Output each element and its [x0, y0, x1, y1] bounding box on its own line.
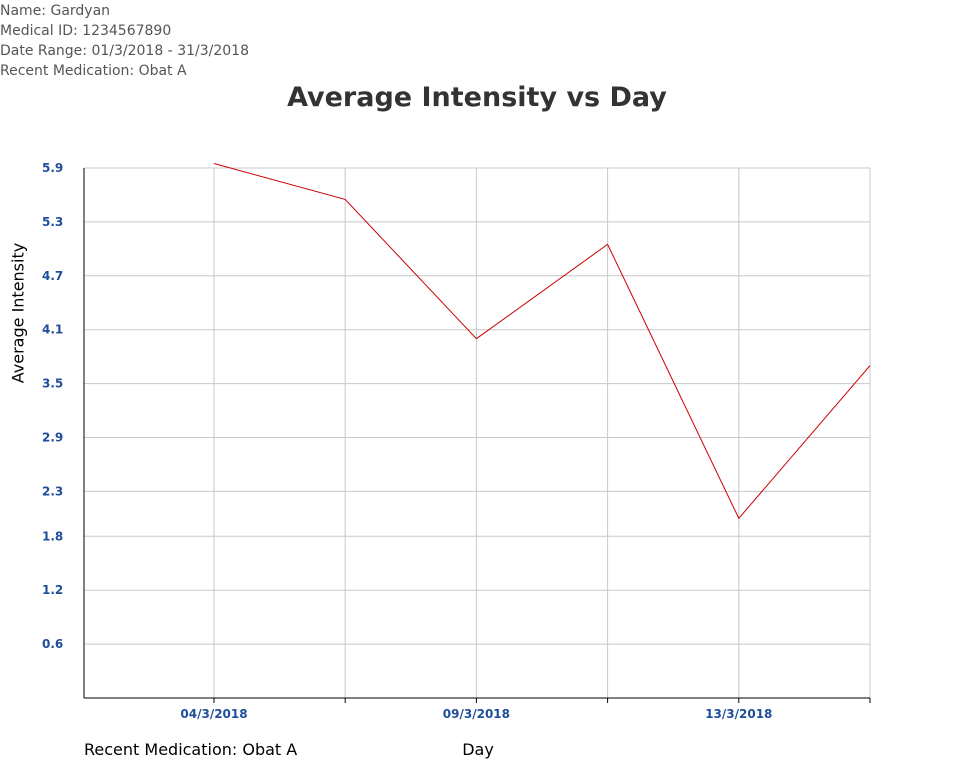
footer-medication: Recent Medication: Obat A — [84, 740, 298, 759]
recent-medication: Recent Medication: Obat A — [0, 63, 187, 79]
x-tick-label: 13/3/2018 — [705, 707, 772, 721]
y-tick-label: 5.9 — [42, 161, 63, 175]
x-tick-label: 04/3/2018 — [180, 707, 247, 721]
date-range: Date Range: 01/3/2018 - 31/3/2018 — [0, 43, 249, 59]
medical-id: Medical ID: 1234567890 — [0, 23, 172, 39]
x-tick-label: 09/3/2018 — [443, 707, 510, 721]
y-tick-label: 5.3 — [42, 215, 63, 229]
x-axis-label: Day — [462, 740, 494, 759]
y-tick-label: 4.1 — [42, 323, 63, 337]
y-tick-label: 1.8 — [42, 529, 63, 543]
y-tick-label: 4.7 — [42, 269, 63, 283]
y-tick-label: 2.9 — [42, 430, 63, 444]
patient-name: Name: Gardyan — [0, 3, 111, 19]
y-tick-label: 3.5 — [42, 377, 63, 391]
series-line — [213, 163, 871, 520]
y-tick-label: 2.3 — [42, 484, 63, 498]
y-tick-label: 0.6 — [42, 637, 63, 651]
y-tick-label: 1.2 — [42, 583, 63, 597]
patient-info: Name: Gardyan Medical ID: 1234567890 Dat… — [0, 1, 249, 81]
chart-title: Average Intensity vs Day — [287, 82, 667, 113]
